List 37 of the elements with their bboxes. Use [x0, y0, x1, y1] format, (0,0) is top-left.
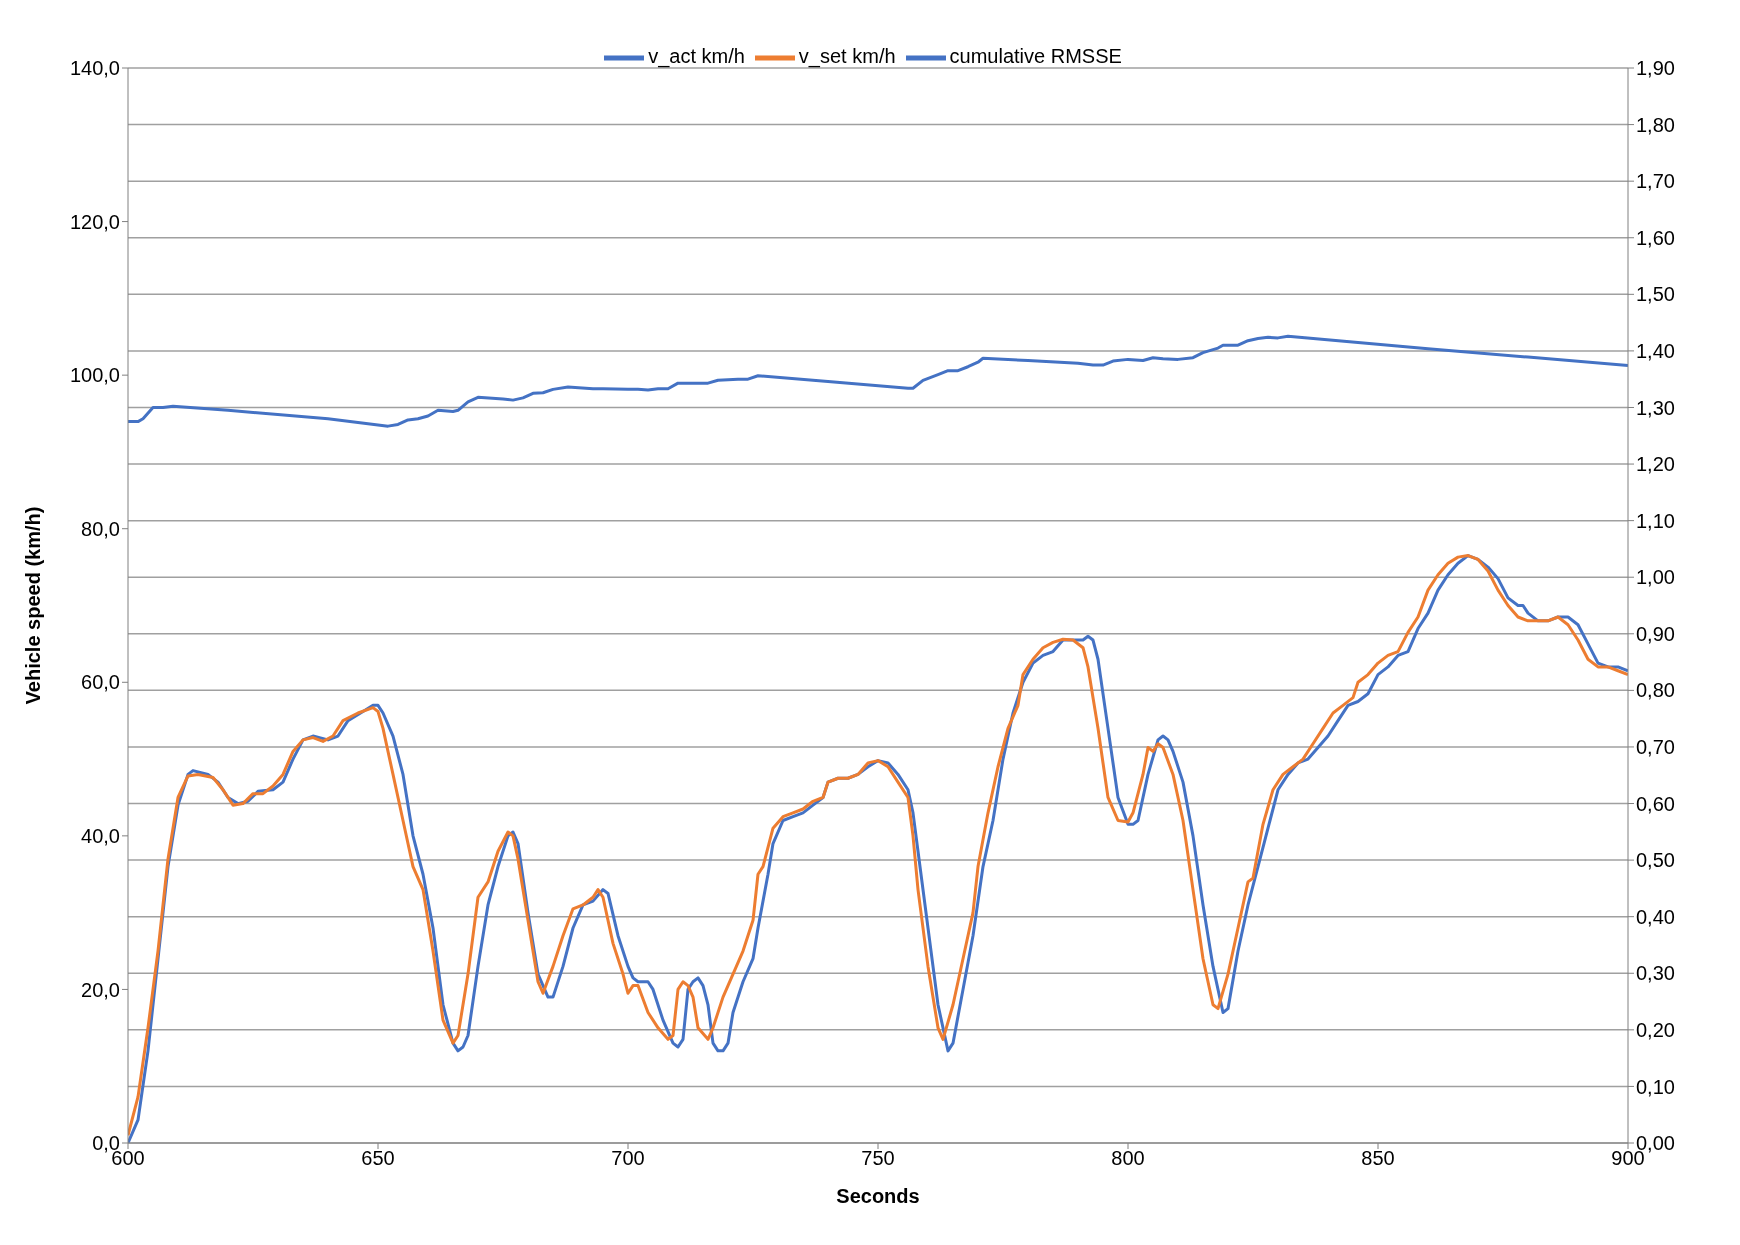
legend-label: v_set km/h [798, 45, 896, 68]
x-axis-title: Seconds [836, 1185, 920, 1207]
y-tick-label: 40,0 [81, 824, 120, 847]
y2-tick-label: 1,70 [1636, 170, 1675, 193]
x-tick-label: 850 [1361, 1147, 1395, 1170]
x-tick-label: 800 [1111, 1147, 1145, 1170]
y2-tick-label: 1,80 [1636, 113, 1675, 136]
y2-tick-label: 1,60 [1636, 226, 1675, 249]
y2-tick-label: 0,70 [1636, 736, 1675, 759]
legend-label: v_act km/h [648, 45, 745, 68]
x-tick-label: 750 [861, 1147, 895, 1170]
y2-tick-label: 1,20 [1636, 453, 1675, 476]
y2-tick-label: 0,20 [1636, 1018, 1675, 1041]
y2-tick-label: 1,40 [1636, 339, 1675, 362]
x-tick-label: 700 [611, 1147, 645, 1170]
y2-tick-label: 0,40 [1636, 905, 1675, 928]
y2-tick-label: 1,50 [1636, 283, 1675, 306]
y-tick-label: 60,0 [81, 671, 120, 694]
y-tick-label: 100,0 [69, 364, 120, 387]
y2-tick-label: 0,80 [1636, 679, 1675, 702]
y2-tick-label: 0,50 [1636, 849, 1675, 872]
y2-tick-label: 1,10 [1636, 509, 1675, 532]
y2-tick-label: 1,00 [1636, 566, 1675, 589]
y-tick-label: 140,0 [69, 57, 120, 80]
line-series [128, 334, 1628, 428]
y2-tick-label: 0,60 [1636, 792, 1675, 815]
y2-tick-label: 1,90 [1636, 57, 1675, 80]
y-tick-label: 120,0 [69, 210, 120, 233]
y2-tick-label: 0,30 [1636, 962, 1675, 985]
y2-tick-label: 1,30 [1636, 396, 1675, 419]
y-tick-label: 20,0 [81, 978, 120, 1001]
y2-tick-label: 0,90 [1636, 622, 1675, 645]
y-tick-label: 80,0 [81, 517, 120, 540]
y2-tick-label: 0,10 [1636, 1075, 1675, 1098]
x-tick-label: 650 [361, 1147, 395, 1170]
legend-label: cumulative RMSSE [949, 45, 1122, 68]
y-axis-title: Vehicle speed (km/h) [22, 506, 45, 705]
